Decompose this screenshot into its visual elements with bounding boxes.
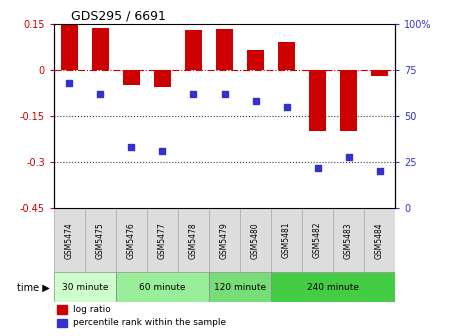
Bar bbox=[92, 28, 109, 70]
Text: GSM5484: GSM5484 bbox=[375, 222, 384, 259]
Bar bbox=[278, 42, 295, 70]
Text: time ▶: time ▶ bbox=[17, 282, 49, 292]
Text: log ratio: log ratio bbox=[73, 305, 110, 314]
Bar bbox=[240, 208, 271, 272]
Bar bbox=[154, 70, 171, 87]
Bar bbox=[216, 29, 233, 70]
Bar bbox=[57, 305, 67, 314]
Bar bbox=[209, 272, 271, 302]
Text: GSM5476: GSM5476 bbox=[127, 222, 136, 259]
Point bbox=[66, 80, 73, 85]
Bar bbox=[340, 70, 357, 131]
Point bbox=[190, 91, 197, 96]
Text: GSM5479: GSM5479 bbox=[220, 222, 229, 259]
Point bbox=[314, 165, 321, 170]
Text: 60 minute: 60 minute bbox=[139, 283, 186, 292]
Point bbox=[345, 154, 352, 159]
Bar bbox=[54, 272, 116, 302]
Text: GSM5474: GSM5474 bbox=[65, 222, 74, 259]
Text: GSM5482: GSM5482 bbox=[313, 222, 322, 258]
Point bbox=[221, 91, 228, 96]
Text: GSM5483: GSM5483 bbox=[344, 222, 353, 259]
Point bbox=[159, 149, 166, 154]
Bar bbox=[333, 208, 364, 272]
Bar bbox=[178, 208, 209, 272]
Bar bbox=[271, 272, 395, 302]
Bar bbox=[309, 70, 326, 131]
Bar bbox=[116, 272, 209, 302]
Text: percentile rank within the sample: percentile rank within the sample bbox=[73, 318, 226, 327]
Text: GSM5475: GSM5475 bbox=[96, 222, 105, 259]
Text: GDS295 / 6691: GDS295 / 6691 bbox=[71, 9, 166, 23]
Bar bbox=[247, 50, 264, 70]
Point bbox=[252, 98, 259, 104]
Bar bbox=[61, 24, 78, 70]
Bar bbox=[271, 208, 302, 272]
Point bbox=[376, 169, 383, 174]
Text: 240 minute: 240 minute bbox=[307, 283, 359, 292]
Bar bbox=[123, 70, 140, 85]
Bar bbox=[57, 319, 67, 327]
Bar bbox=[371, 70, 388, 76]
Text: 120 minute: 120 minute bbox=[214, 283, 266, 292]
Text: GSM5480: GSM5480 bbox=[251, 222, 260, 259]
Text: GSM5481: GSM5481 bbox=[282, 222, 291, 258]
Text: GSM5478: GSM5478 bbox=[189, 222, 198, 259]
Bar bbox=[209, 208, 240, 272]
Point bbox=[128, 144, 135, 150]
Text: GSM5477: GSM5477 bbox=[158, 222, 167, 259]
Bar bbox=[116, 208, 147, 272]
Bar bbox=[364, 208, 395, 272]
Bar bbox=[185, 30, 202, 70]
Bar bbox=[85, 208, 116, 272]
Point bbox=[283, 104, 290, 110]
Bar bbox=[54, 208, 85, 272]
Bar bbox=[147, 208, 178, 272]
Point bbox=[97, 91, 104, 96]
Bar bbox=[302, 208, 333, 272]
Text: 30 minute: 30 minute bbox=[62, 283, 108, 292]
